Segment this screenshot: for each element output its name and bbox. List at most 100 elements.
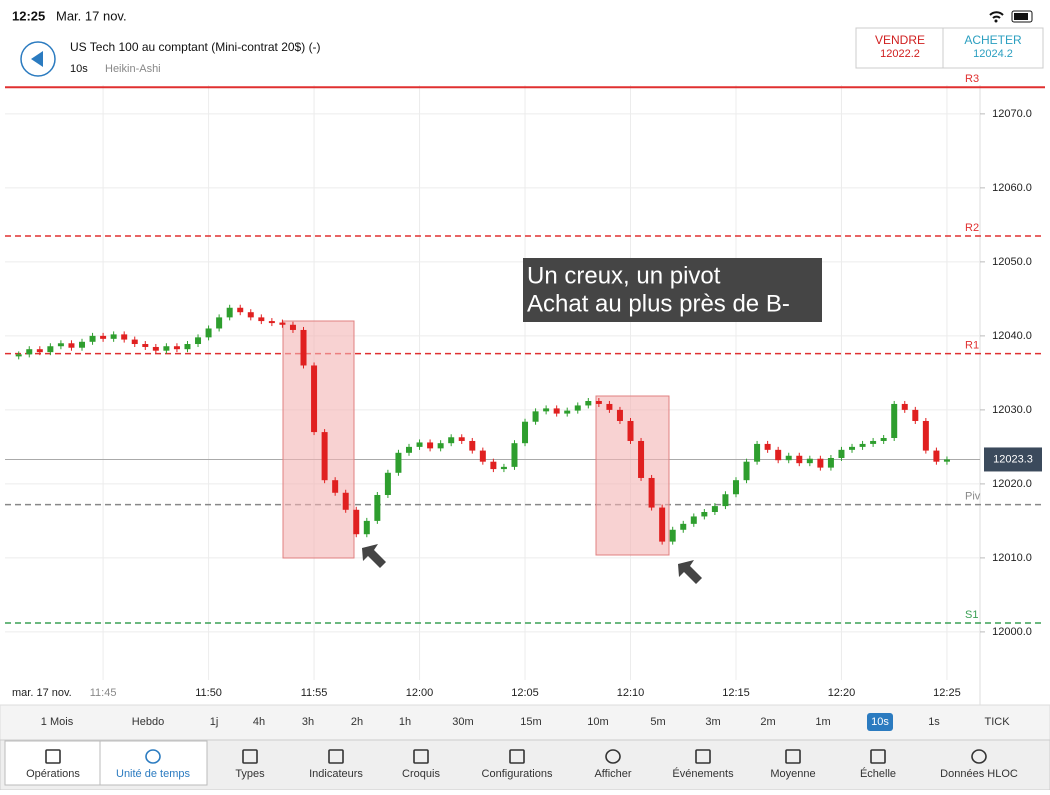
tool-label[interactable]: Données HLOC [940,768,1018,780]
candle [743,461,750,481]
candle [384,472,391,495]
y-tick-label: 12010.0 [992,552,1032,564]
timeframe[interactable]: 1s [928,716,940,728]
candle [648,477,655,508]
zone-box [595,395,670,556]
timeframe[interactable]: 1m [815,716,830,728]
candle [448,437,455,444]
x-tick-label: 11:55 [301,687,328,699]
timeframe[interactable]: 5m [650,716,665,728]
timeframe[interactable]: 3m [705,716,720,728]
timeframe[interactable]: 2m [760,716,775,728]
annotation-line: Un creux, un pivot [527,262,721,289]
candle [891,403,898,439]
candle [279,322,286,325]
tool-label[interactable]: Configurations [482,768,553,780]
candle [543,408,550,412]
candle [585,401,592,406]
timeframe[interactable]: 3h [302,716,314,728]
candle [764,443,771,450]
tool-label[interactable]: Unité de temps [116,768,190,780]
timeframe[interactable]: Hebdo [132,716,164,728]
pivot-label: S1 [965,609,978,621]
candle [131,339,138,345]
tool-icon [328,749,344,764]
tool-label[interactable]: Croquis [402,768,440,780]
candle [912,409,919,421]
timeframe[interactable]: 1h [399,716,411,728]
status-date: Mar. 17 nov. [56,8,127,23]
tool-icon [870,749,886,764]
interval: 10s [70,63,88,75]
tool-icon [971,749,987,764]
candle [933,450,940,462]
annotation-line: Achat au plus près de B- [527,290,790,317]
candle [353,509,360,535]
tool-icon [785,749,801,764]
candle [173,346,180,350]
candle [479,450,486,462]
candle [79,341,86,348]
tool-label[interactable]: Échelle [860,767,896,780]
tool-icon [695,749,711,764]
timeframe[interactable]: 10m [587,716,608,728]
candle [701,512,708,517]
candle [458,437,465,441]
candle [184,344,191,350]
timeframe[interactable]: 4h [253,716,265,728]
candle [827,457,834,468]
tool-label[interactable]: Types [235,768,265,780]
candle [15,354,22,357]
pivot-label: R3 [965,73,979,85]
candle [522,421,529,444]
candle [553,408,560,414]
grid: 12000.0 12010.0 12020.0 12030.0 12040.0 12050… [5,73,1045,699]
candle [817,458,824,468]
x-tick-label: 12:10 [617,687,645,699]
timeframe[interactable]: 1 Mois [41,716,74,728]
tool-label[interactable]: Moyenne [770,768,815,780]
chart-style: Heikin-Ashi [105,63,161,75]
battery [1011,10,1033,23]
tool-label[interactable]: Afficher [594,768,631,780]
tool-label[interactable]: Indicateurs [309,768,363,780]
candle [500,466,507,470]
candle [237,307,244,313]
candle [595,401,602,404]
timeframe[interactable]: 10s [871,716,889,728]
candle [226,307,233,318]
candle [121,334,128,340]
candle [690,516,697,524]
tool-label[interactable]: Opérations [26,768,80,780]
y-tick-label: 12040.0 [992,330,1032,342]
last-price-box [984,447,1042,472]
tool-label[interactable]: Événements [672,767,734,780]
candle [89,335,96,342]
pivot-label: Piv [965,491,981,503]
buy-price: 12024.2 [973,48,1013,60]
candle [880,438,887,441]
instrument-title: US Tech 100 au comptant (Mini-contrat 20… [70,40,321,54]
timeframe[interactable]: TICK [984,716,1010,728]
timeframe[interactable]: 1j [210,716,219,728]
candle [870,440,877,444]
buy-button[interactable] [942,27,1044,69]
tool-icon [509,749,525,764]
zone-box [282,320,355,559]
last-price-label: 12023.3 [993,453,1033,465]
candle [564,410,571,414]
y-tick-label: 12030.0 [992,404,1032,416]
candle [638,440,645,478]
timeframe[interactable]: 15m [520,716,541,728]
candle [68,343,75,348]
candle [300,329,307,366]
timeframe[interactable]: 30m [452,716,473,728]
buy-label: ACHETER [964,33,1022,47]
status-time: 12:25 [12,8,45,23]
timeframe[interactable]: 2h [351,716,363,728]
y-tick-label: 12050.0 [992,256,1032,268]
candle [574,405,581,411]
date-label: mar. 17 nov. [12,687,72,699]
candle [100,335,107,339]
